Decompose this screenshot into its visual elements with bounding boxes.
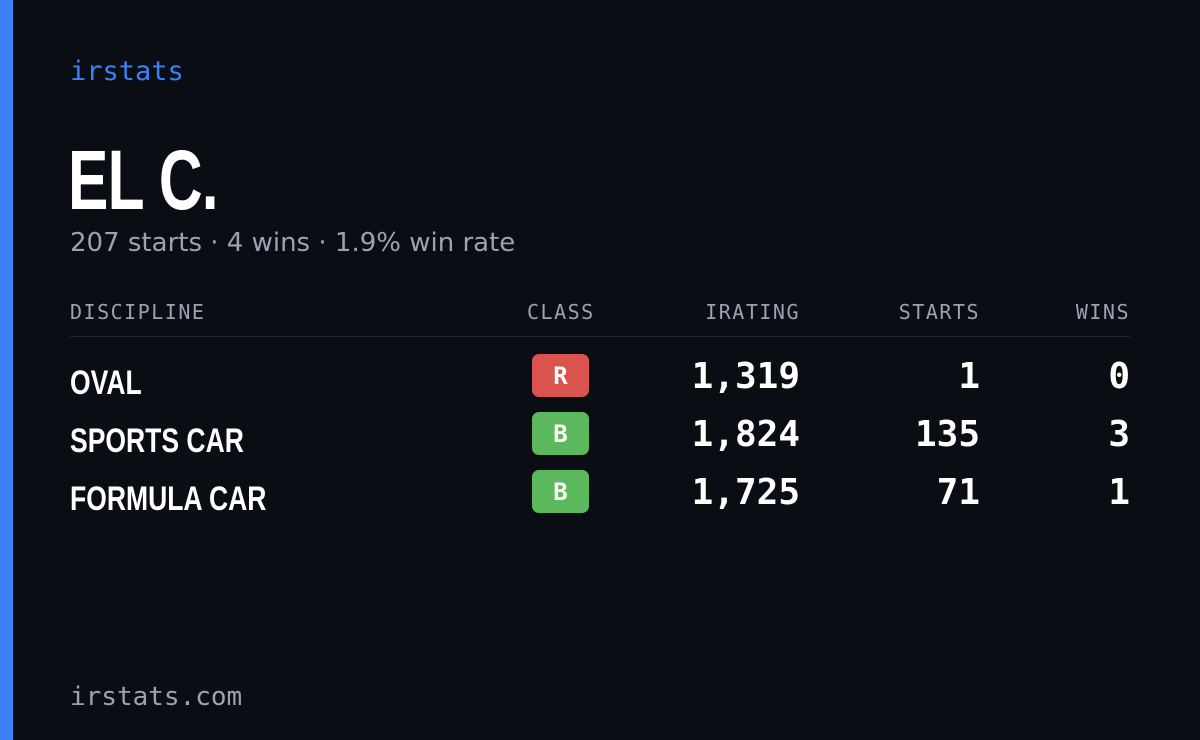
starts-value: 1 bbox=[958, 356, 980, 397]
table-row: OVAL R 1,319 1 0 bbox=[70, 354, 1130, 412]
discipline-name: OVAL bbox=[70, 364, 142, 402]
driver-summary: 207 starts · 4 wins · 1.9% win rate bbox=[70, 228, 516, 258]
column-header-starts: STARTS bbox=[898, 300, 980, 324]
wins-value: 3 bbox=[1108, 414, 1130, 455]
column-header-class: CLASS bbox=[527, 300, 595, 324]
table-row: FORMULA CAR B 1,725 71 1 bbox=[70, 470, 1130, 528]
table-header: DISCIPLINE CLASS IRATING STARTS WINS bbox=[70, 296, 1130, 337]
stats-table: DISCIPLINE CLASS IRATING STARTS WINS OVA… bbox=[70, 296, 1130, 528]
class-badge: R bbox=[532, 354, 589, 397]
irating-value: 1,725 bbox=[691, 472, 800, 513]
wins-value: 0 bbox=[1108, 356, 1130, 397]
column-header-irating: IRATING bbox=[705, 300, 800, 324]
column-header-discipline: DISCIPLINE bbox=[70, 300, 206, 324]
accent-bar bbox=[0, 0, 13, 740]
discipline-name: SPORTS CAR bbox=[70, 422, 244, 460]
column-header-wins: WINS bbox=[1075, 300, 1130, 324]
brand-logo-text[interactable]: irstats bbox=[70, 56, 184, 87]
footer-site-link[interactable]: irstats.com bbox=[70, 682, 243, 712]
discipline-name: FORMULA CAR bbox=[70, 480, 267, 518]
class-badge: B bbox=[532, 470, 589, 513]
wins-value: 1 bbox=[1108, 472, 1130, 513]
driver-name: EL C. bbox=[68, 133, 219, 227]
starts-value: 71 bbox=[936, 472, 980, 513]
irating-value: 1,824 bbox=[691, 414, 800, 455]
class-badge: B bbox=[532, 412, 589, 455]
irating-value: 1,319 bbox=[691, 356, 800, 397]
starts-value: 135 bbox=[914, 414, 980, 455]
table-row: SPORTS CAR B 1,824 135 3 bbox=[70, 412, 1130, 470]
